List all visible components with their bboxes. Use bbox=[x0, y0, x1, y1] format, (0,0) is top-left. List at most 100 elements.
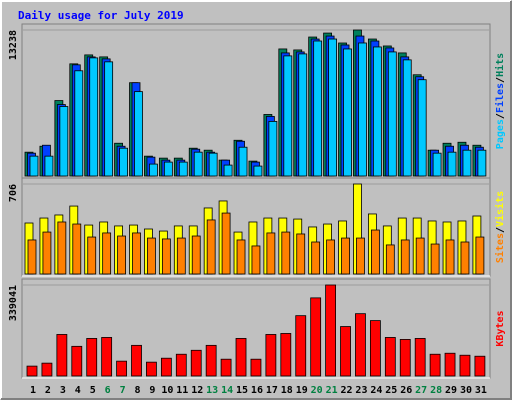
bar bbox=[42, 231, 52, 275]
x-tick-label: 26 bbox=[400, 385, 412, 396]
bar bbox=[44, 155, 54, 177]
x-tick-label: 18 bbox=[281, 385, 293, 396]
x-tick-label: 23 bbox=[355, 385, 367, 396]
bar bbox=[236, 239, 246, 275]
bar bbox=[74, 70, 84, 177]
bar bbox=[296, 233, 306, 275]
bar bbox=[295, 315, 307, 377]
bar bbox=[119, 147, 128, 177]
bar bbox=[399, 339, 411, 377]
x-tick-label: 20 bbox=[311, 385, 323, 396]
bar bbox=[432, 152, 442, 177]
x-tick-label: 15 bbox=[236, 385, 248, 396]
x-tick-label: 9 bbox=[149, 385, 155, 396]
bar bbox=[298, 53, 308, 177]
x-tick-label: 7 bbox=[120, 385, 126, 396]
bar bbox=[72, 223, 82, 275]
bar bbox=[116, 360, 127, 377]
bar bbox=[400, 239, 410, 275]
bar bbox=[447, 151, 457, 177]
bar bbox=[268, 121, 278, 177]
x-tick-label: 24 bbox=[370, 385, 382, 396]
bar bbox=[281, 231, 291, 275]
x-tick-label: 25 bbox=[385, 385, 397, 396]
legend-entry: KBytes bbox=[495, 310, 506, 346]
bar bbox=[146, 361, 157, 377]
x-tick-label: 21 bbox=[326, 385, 338, 396]
y-tick-label: 706 bbox=[8, 184, 19, 202]
bar bbox=[27, 239, 37, 275]
x-tick-label: 3 bbox=[60, 385, 66, 396]
legend-entry: Files bbox=[494, 83, 506, 113]
bar bbox=[220, 358, 232, 377]
bar bbox=[221, 212, 231, 275]
bar bbox=[417, 79, 427, 177]
bar bbox=[134, 91, 143, 177]
bar bbox=[311, 241, 321, 275]
bar bbox=[343, 48, 352, 177]
bar bbox=[59, 106, 69, 177]
bar bbox=[29, 155, 39, 177]
x-tick-label: 14 bbox=[221, 385, 233, 396]
bar bbox=[385, 244, 395, 275]
bar bbox=[101, 337, 113, 377]
x-tick-label: 10 bbox=[161, 385, 173, 396]
bar bbox=[477, 149, 487, 177]
bar bbox=[89, 57, 99, 177]
bar bbox=[178, 161, 188, 177]
bar bbox=[384, 337, 396, 377]
x-tick-label: 16 bbox=[251, 385, 263, 396]
bar bbox=[41, 362, 53, 377]
bar bbox=[356, 237, 365, 275]
bar bbox=[104, 61, 114, 177]
bar bbox=[355, 313, 366, 377]
bar bbox=[163, 161, 173, 177]
bar bbox=[430, 243, 440, 275]
bar bbox=[328, 38, 338, 177]
bar bbox=[208, 152, 218, 177]
bar bbox=[266, 232, 276, 275]
bar bbox=[175, 353, 187, 377]
bar bbox=[445, 239, 455, 275]
legend-separator: / bbox=[495, 227, 506, 233]
bar bbox=[429, 353, 441, 377]
x-tick-label: 6 bbox=[105, 385, 111, 396]
x-tick-label: 5 bbox=[90, 385, 96, 396]
x-tick-label: 28 bbox=[430, 385, 442, 396]
bar bbox=[206, 219, 216, 275]
bar bbox=[87, 236, 97, 275]
bar bbox=[250, 358, 262, 377]
bar bbox=[160, 357, 172, 377]
bar bbox=[387, 51, 397, 177]
x-tick-label: 12 bbox=[191, 385, 203, 396]
bar bbox=[132, 232, 141, 275]
bar bbox=[372, 46, 382, 177]
bar bbox=[325, 284, 337, 377]
bar bbox=[402, 59, 412, 177]
legend-separator: / bbox=[495, 113, 506, 119]
x-tick-label: 22 bbox=[341, 385, 353, 396]
bar bbox=[238, 146, 248, 177]
x-tick-label: 11 bbox=[176, 385, 188, 396]
bar bbox=[149, 163, 158, 177]
bar bbox=[462, 149, 472, 177]
legend-entry: Sites bbox=[494, 233, 506, 263]
bar bbox=[131, 344, 142, 377]
bar bbox=[161, 238, 171, 275]
bar bbox=[358, 42, 367, 177]
bar bbox=[370, 229, 380, 275]
bar bbox=[193, 151, 203, 177]
bar bbox=[205, 344, 217, 377]
bar bbox=[253, 165, 263, 177]
bar bbox=[176, 237, 186, 275]
bar bbox=[340, 326, 351, 377]
legend: Sites/Visits bbox=[494, 191, 506, 263]
bar bbox=[313, 40, 323, 177]
bar bbox=[147, 237, 156, 275]
x-tick-label: 1 bbox=[30, 385, 36, 396]
bar bbox=[444, 352, 456, 377]
legend-separator: / bbox=[495, 77, 506, 83]
